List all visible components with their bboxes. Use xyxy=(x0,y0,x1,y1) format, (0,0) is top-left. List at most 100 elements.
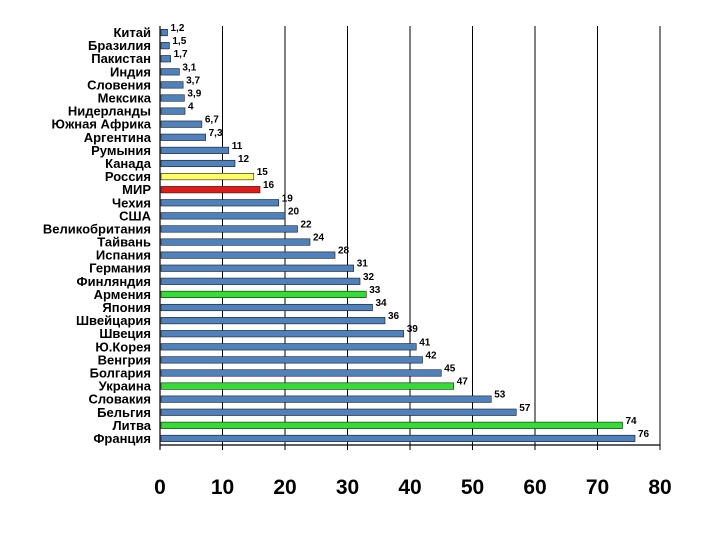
value-label-12: 16 xyxy=(263,180,275,191)
value-label-23: 39 xyxy=(407,324,419,335)
category-label-27: Украина xyxy=(99,379,152,394)
value-label-17: 28 xyxy=(338,246,350,257)
bar-29 xyxy=(160,408,517,416)
bar-25 xyxy=(160,356,423,364)
gridlines xyxy=(222,26,661,445)
bar-4 xyxy=(160,81,184,89)
bar-22 xyxy=(160,317,386,325)
bar-18 xyxy=(160,264,355,272)
value-label-18: 31 xyxy=(357,259,369,270)
value-label-25: 42 xyxy=(426,350,438,361)
bar-8 xyxy=(160,133,206,141)
category-label-28: Словакия xyxy=(88,392,151,407)
category-label-29: Бельгия xyxy=(97,405,151,420)
bar-28 xyxy=(160,395,492,403)
bar-6 xyxy=(160,107,186,115)
value-label-31: 76 xyxy=(638,429,650,440)
value-label-28: 53 xyxy=(494,390,506,401)
bar-9 xyxy=(160,146,230,154)
value-label-26: 45 xyxy=(444,363,456,374)
category-label-19: Финляндия xyxy=(77,274,151,289)
value-label-24: 41 xyxy=(419,337,431,348)
category-label-16: Тайвань xyxy=(97,235,151,250)
bar-3 xyxy=(160,68,180,76)
value-label-5: 3,9 xyxy=(187,89,201,100)
category-label-2: Пакистан xyxy=(91,51,151,66)
value-label-15: 22 xyxy=(301,219,313,230)
value-label-19: 32 xyxy=(363,272,375,283)
category-label-18: Германия xyxy=(89,261,151,276)
category-label-25: Венгрия xyxy=(98,352,151,367)
category-label-9: Румыния xyxy=(91,143,151,158)
category-label-10: Канада xyxy=(105,156,152,171)
bar-20 xyxy=(160,290,367,298)
category-label-0: Китай xyxy=(113,25,151,40)
value-label-6: 4 xyxy=(188,102,194,113)
category-label-8: Аргентина xyxy=(84,130,152,145)
bar-12 xyxy=(160,186,261,194)
value-label-13: 19 xyxy=(282,193,294,204)
bar-11 xyxy=(160,173,255,181)
bar-5 xyxy=(160,94,185,102)
bar-30 xyxy=(160,421,623,429)
category-label-15: Великобритания xyxy=(43,221,151,236)
value-label-22: 36 xyxy=(388,311,400,322)
bar-0 xyxy=(160,28,168,37)
bar-27 xyxy=(160,382,455,390)
bar-10 xyxy=(160,159,236,168)
category-label-6: Нидерланды xyxy=(68,104,151,119)
category-label-20: Армения xyxy=(94,287,151,302)
x-tick-label-70: 70 xyxy=(586,476,609,499)
category-label-22: Швейцария xyxy=(76,313,151,328)
category-label-11: Россия xyxy=(105,169,151,184)
category-label-21: Япония xyxy=(102,300,151,315)
bar-31 xyxy=(160,434,636,443)
bar-19 xyxy=(160,277,361,285)
axes xyxy=(159,26,661,450)
x-tick-label-40: 40 xyxy=(398,476,421,499)
category-label-17: Испания xyxy=(96,248,151,263)
value-label-9: 11 xyxy=(232,141,243,152)
category-labels: КитайБразилияПакистанИндияСловенияМексик… xyxy=(43,25,152,446)
value-label-4: 3,7 xyxy=(186,75,200,86)
value-label-0: 1,2 xyxy=(171,23,185,34)
bar-23 xyxy=(160,330,405,338)
x-tick-label-20: 20 xyxy=(273,476,296,499)
value-label-16: 24 xyxy=(313,233,325,244)
value-label-20: 33 xyxy=(369,285,381,296)
category-label-14: США xyxy=(119,208,151,223)
bar-1 xyxy=(160,42,170,50)
value-label-11: 15 xyxy=(257,167,269,178)
x-tick-label-10: 10 xyxy=(211,476,234,499)
category-label-24: Ю.Корея xyxy=(95,339,151,354)
category-label-7: Южная Африка xyxy=(52,117,152,132)
bar-24 xyxy=(160,343,417,351)
bar-15 xyxy=(160,225,298,233)
x-tick-label-80: 80 xyxy=(648,476,671,499)
bar-14 xyxy=(160,212,286,220)
value-label-30: 74 xyxy=(626,416,638,427)
x-tick-label-60: 60 xyxy=(523,476,546,499)
bar-17 xyxy=(160,251,336,259)
value-label-10: 12 xyxy=(238,154,250,165)
category-label-23: Швеция xyxy=(99,326,151,341)
bars xyxy=(160,28,636,443)
value-label-7: 6,7 xyxy=(205,115,219,126)
category-label-5: Мексика xyxy=(98,91,152,106)
category-label-1: Бразилия xyxy=(88,38,151,53)
value-label-27: 47 xyxy=(457,377,469,388)
bar-7 xyxy=(160,120,203,128)
category-label-30: Литва xyxy=(112,418,151,433)
value-label-21: 34 xyxy=(376,298,388,309)
value-label-2: 1,7 xyxy=(174,49,188,60)
bar-21 xyxy=(160,303,373,312)
category-label-31: Франция xyxy=(93,431,151,446)
value-label-1: 1,5 xyxy=(172,36,186,47)
category-label-12: МИР xyxy=(122,182,151,197)
x-tick-label-0: 0 xyxy=(154,476,166,499)
value-label-29: 57 xyxy=(519,403,531,414)
value-label-3: 3,1 xyxy=(182,62,196,73)
x-tick-label-50: 50 xyxy=(461,476,484,499)
bar-26 xyxy=(160,369,442,377)
